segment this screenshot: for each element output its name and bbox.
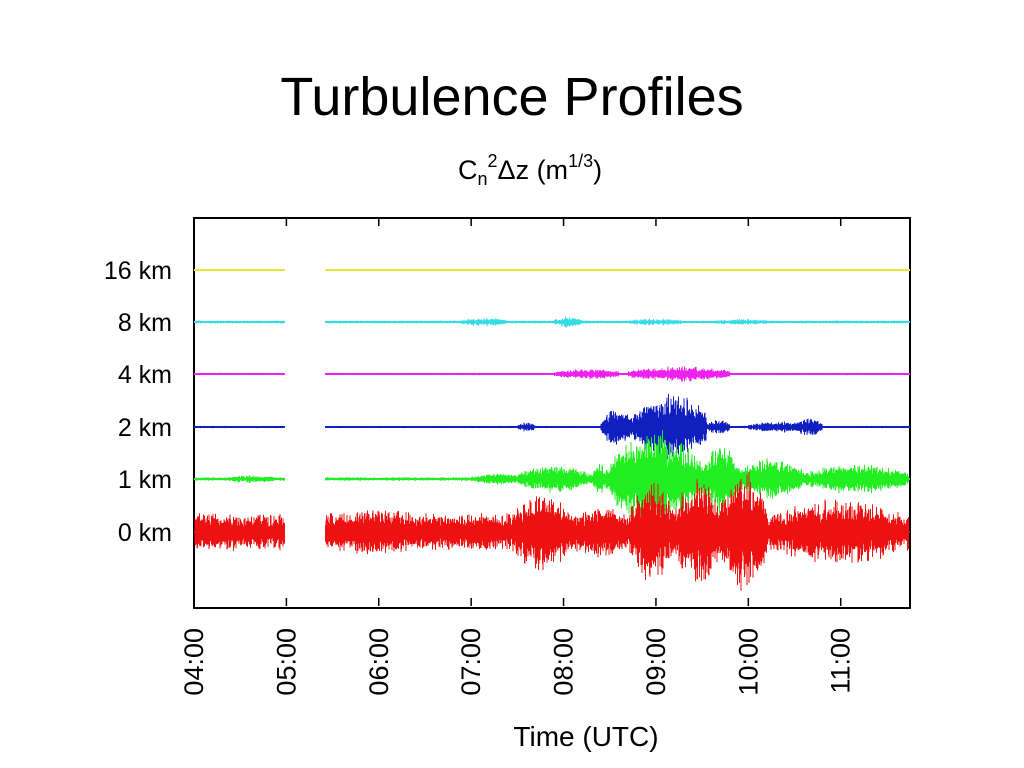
y-row-label: 16 km — [104, 257, 172, 285]
y-row-label: 1 km — [118, 466, 172, 494]
x-tick-label: 10:00 — [733, 628, 763, 696]
x-tick-label: 05:00 — [271, 628, 301, 696]
x-tick-label: 06:00 — [364, 628, 394, 696]
subtitle-mid: Δz (m — [497, 155, 569, 185]
subtitle-subscript: n — [477, 169, 488, 189]
series-4-km — [194, 366, 910, 382]
x-tick-label: 04:00 — [179, 628, 209, 696]
chart-subtitle: Cn2Δz (m1/3) — [458, 150, 602, 190]
series-8-km — [194, 316, 910, 328]
y-row-label: 2 km — [118, 414, 172, 442]
y-row-label: 8 km — [118, 309, 172, 337]
series-0-km — [194, 471, 910, 591]
y-row-label: 0 km — [118, 519, 172, 547]
x-tick-label: 08:00 — [549, 628, 579, 696]
x-tick-label: 11:00 — [826, 628, 856, 694]
axis-layer: 16 km 8 km 4 km 2 km 1 km 0 km 04:00 05:00 06:00… — [104, 218, 856, 696]
x-tick-label: 09:00 — [641, 628, 671, 696]
series-layer — [194, 269, 910, 591]
series-16-km — [194, 269, 910, 271]
series-2-km — [194, 394, 910, 460]
subtitle-end: ) — [593, 155, 603, 185]
slide-title: Turbulence Profiles — [280, 67, 744, 127]
series-1-km — [194, 430, 910, 528]
y-row-label: 4 km — [118, 361, 172, 389]
subtitle-superscript-1: 2 — [487, 151, 498, 171]
subtitle-superscript-2: 1/3 — [568, 151, 594, 171]
x-axis-label: Time (UTC) — [513, 721, 658, 752]
x-tick-label: 07:00 — [456, 628, 486, 696]
subtitle-base: C — [458, 155, 478, 185]
